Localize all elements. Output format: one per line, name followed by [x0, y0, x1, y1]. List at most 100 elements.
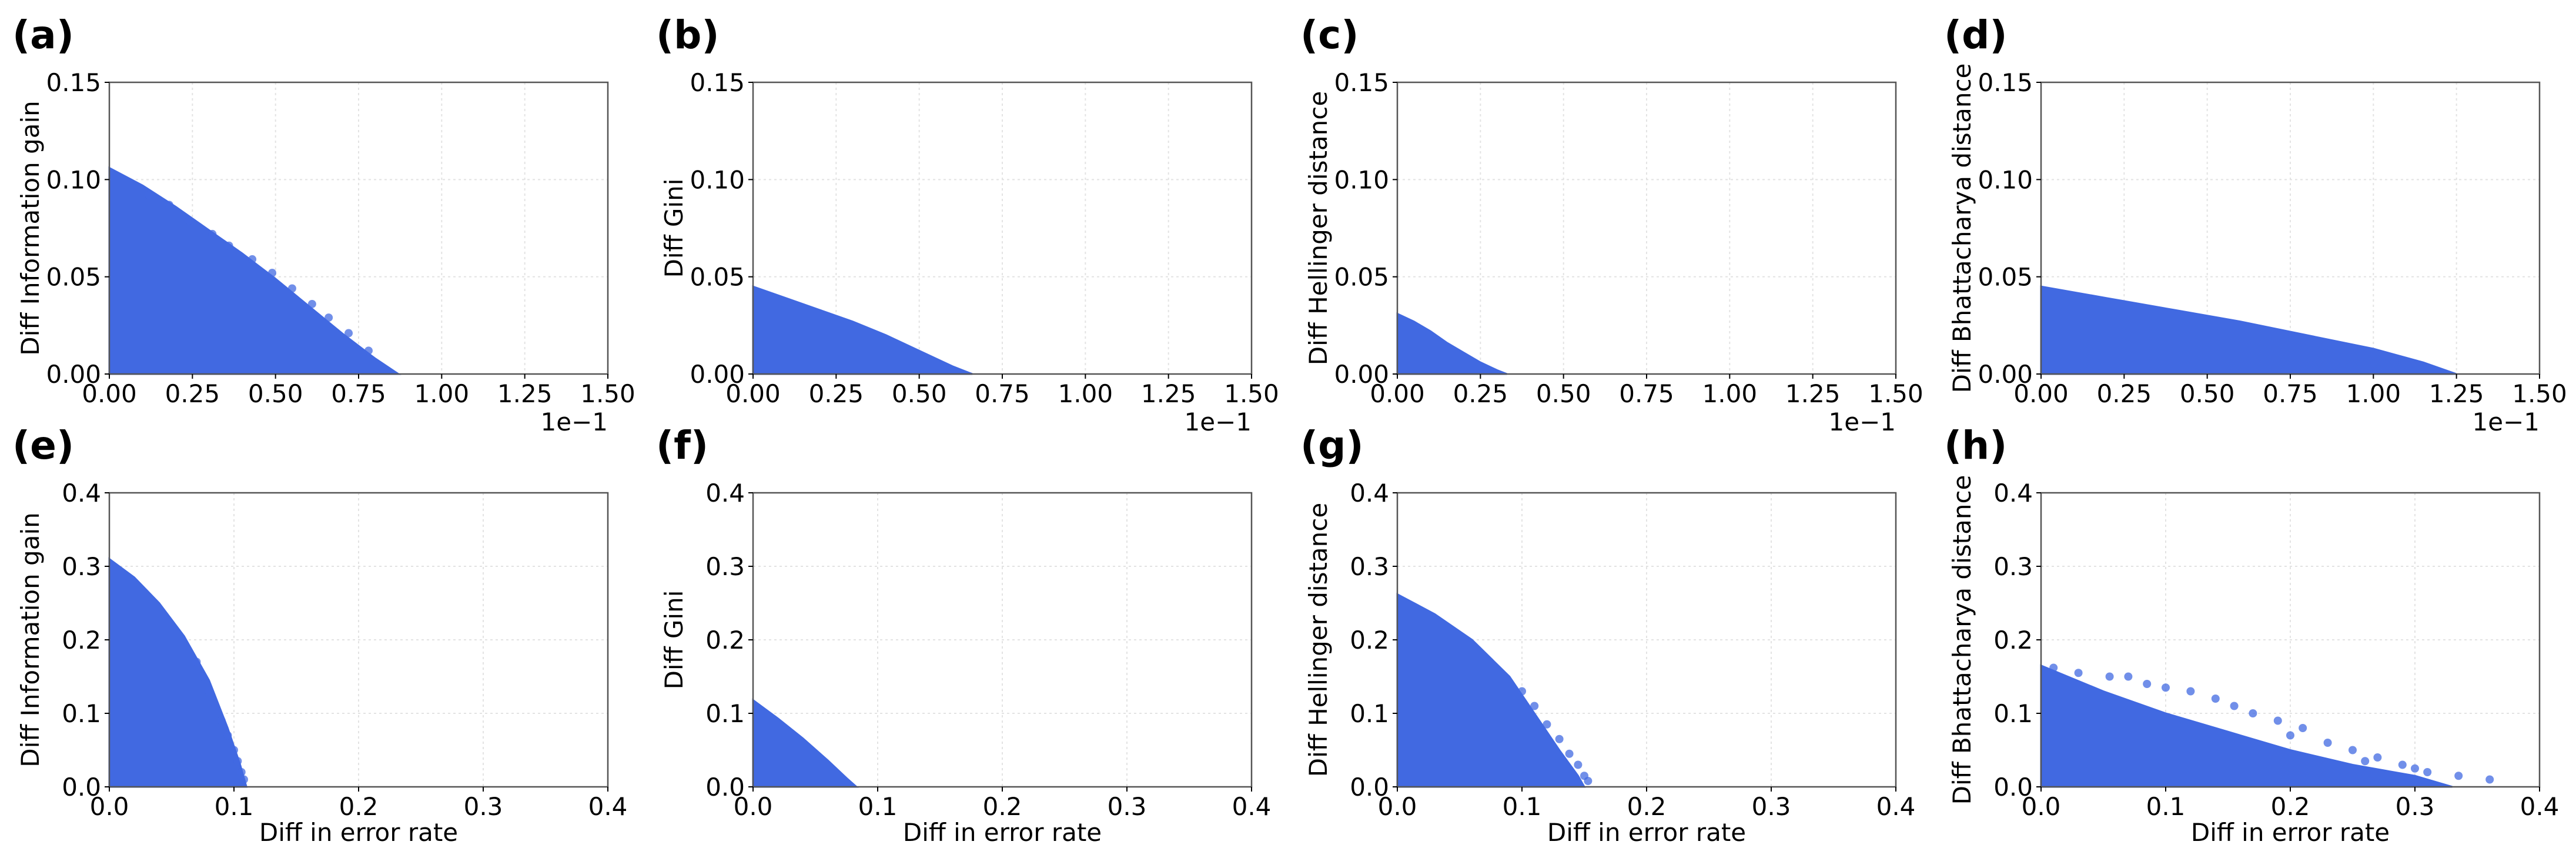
x-tick-label: 1.25	[1141, 379, 1196, 408]
x-tick-label: 1.25	[2429, 379, 2484, 408]
panel-e: 0.0 0.1 0.2 0.3 0.4 0.0 0.1 0.2 0.3 0.4 (e) Diff In…	[12, 423, 627, 847]
y-tick-label: 0.15	[690, 68, 745, 97]
x-tick-label: 0.75	[2263, 379, 2318, 408]
scatter-point	[248, 255, 257, 263]
y-tick-label: 0.10	[690, 165, 745, 194]
scatter-point	[239, 775, 248, 784]
scatter-point	[2348, 746, 2357, 754]
scatter-region	[108, 557, 248, 788]
scatter-point	[1543, 720, 1551, 729]
y-axis-label: Diff Gini	[660, 179, 688, 278]
scatter-point	[2124, 672, 2133, 681]
scatter-point	[2105, 672, 2114, 681]
x-tick-label: 0.75	[331, 379, 386, 408]
scatter-point	[2423, 768, 2432, 776]
x-axis-label: Diff in error rate	[2191, 818, 2390, 847]
x-tick-label: 0.2	[1627, 792, 1667, 821]
scatter-point	[1565, 749, 1574, 758]
scatter-point	[2049, 663, 2058, 672]
y-tick-label: 0.2	[1993, 626, 2033, 655]
x-tick-label: 0.00	[2013, 379, 2069, 408]
scatter-point	[1574, 760, 1583, 769]
scatter-point	[364, 346, 373, 355]
x-tick-label: 1.25	[497, 379, 553, 408]
scatter-point	[2273, 716, 2282, 725]
x-tick-label: 0.3	[1752, 792, 1791, 821]
x-tick-label: 0.4	[1876, 792, 1916, 821]
scatter-point	[2411, 764, 2419, 773]
scatter-point	[165, 201, 173, 209]
x-tick-label: 1.50	[1868, 379, 1923, 408]
x-tick-label: 0.25	[1453, 379, 1508, 408]
scatter-point	[2074, 669, 2083, 677]
scatter-point	[2211, 695, 2220, 703]
panel-label: (c)	[1300, 12, 1359, 58]
scatter-point	[2485, 775, 2494, 784]
y-tick-label: 0.3	[1350, 552, 1389, 581]
scatter-point	[1555, 735, 1564, 743]
x-tick-label: 0.0	[734, 792, 773, 821]
y-axis-label: Diff Bhattacharya distance	[1948, 64, 1976, 393]
panel-f: 0.0 0.1 0.2 0.3 0.4 0.0 0.1 0.2 0.3 0.4 (f) Diff Gi…	[656, 423, 1271, 847]
y-tick-label: 0.2	[1350, 626, 1389, 655]
x-tick-label: 0.75	[1619, 379, 1674, 408]
x-tick-label: 1.00	[2346, 379, 2401, 408]
scatter-point	[2143, 680, 2152, 688]
x-axis-label: Diff in error rate	[1547, 818, 1746, 847]
y-tick-label: 0.1	[1993, 699, 2033, 728]
scatter-point	[2230, 702, 2239, 710]
panel-label: (g)	[1300, 423, 1364, 468]
y-tick-label: 0.10	[1334, 165, 1389, 194]
x-tick-label: 0.00	[1370, 379, 1425, 408]
x-tick-label: 0.25	[165, 379, 220, 408]
x-tick-label: 0.25	[2097, 379, 2152, 408]
scatter-point	[2286, 731, 2294, 740]
y-tick-label: 0.05	[46, 263, 101, 292]
scatter-point	[205, 687, 213, 696]
scatter-point	[192, 657, 201, 666]
y-tick-label: 0.4	[705, 479, 745, 508]
x-tick-label: 1.00	[1058, 379, 1113, 408]
scatter-point	[2398, 760, 2407, 769]
panel-label: (d)	[1944, 12, 2008, 58]
y-axis-label: Diff Hellinger distance	[1304, 503, 1333, 777]
x-tick-label: 0.50	[2180, 379, 2235, 408]
scatter-point	[2373, 753, 2382, 762]
x-axis-label: Diff in error rate	[259, 818, 458, 847]
x-tick-label: 0.00	[725, 379, 781, 408]
x-tick-label: 0.3	[2396, 792, 2435, 821]
x-tick-label: 0.0	[2022, 792, 2061, 821]
x-tick-label: 0.4	[1232, 792, 1272, 821]
x-tick-label: 0.2	[2271, 792, 2310, 821]
x-tick-label: 0.2	[983, 792, 1022, 821]
scatter-point	[268, 269, 277, 278]
y-tick-label: 0.15	[1334, 68, 1389, 97]
x-tick-label: 1.00	[1702, 379, 1758, 408]
scatter-point	[287, 284, 296, 293]
y-tick-label: 0.0	[1993, 773, 2033, 802]
scatter-point	[199, 672, 207, 681]
x-tick-label: 0.4	[2520, 792, 2560, 821]
y-tick-label: 0.4	[1993, 479, 2033, 508]
y-tick-label: 0.00	[1334, 360, 1389, 389]
x-tick-label: 0.50	[248, 379, 303, 408]
y-tick-label: 0.3	[705, 552, 745, 581]
x-tick-label: 1.25	[1785, 379, 1841, 408]
y-tick-label: 0.05	[1334, 263, 1389, 292]
scatter-point	[233, 757, 242, 766]
scatter-point	[211, 702, 220, 710]
scatter-point	[2299, 724, 2307, 732]
scatter-point	[1530, 702, 1539, 710]
y-tick-label: 0.15	[46, 68, 101, 97]
x-tick-label: 0.1	[215, 792, 254, 821]
y-axis-label: Diff Information gain	[16, 512, 45, 767]
scatter-region	[2040, 664, 2453, 788]
scatter-point	[2323, 739, 2332, 747]
y-tick-label: 0.0	[705, 773, 745, 802]
x-tick-label: 0.1	[2146, 792, 2186, 821]
y-tick-label: 0.1	[705, 699, 745, 728]
panel-label: (b)	[656, 12, 720, 58]
scatter-point	[2361, 757, 2370, 766]
scatter-region	[752, 698, 859, 788]
y-tick-label: 0.00	[690, 360, 745, 389]
